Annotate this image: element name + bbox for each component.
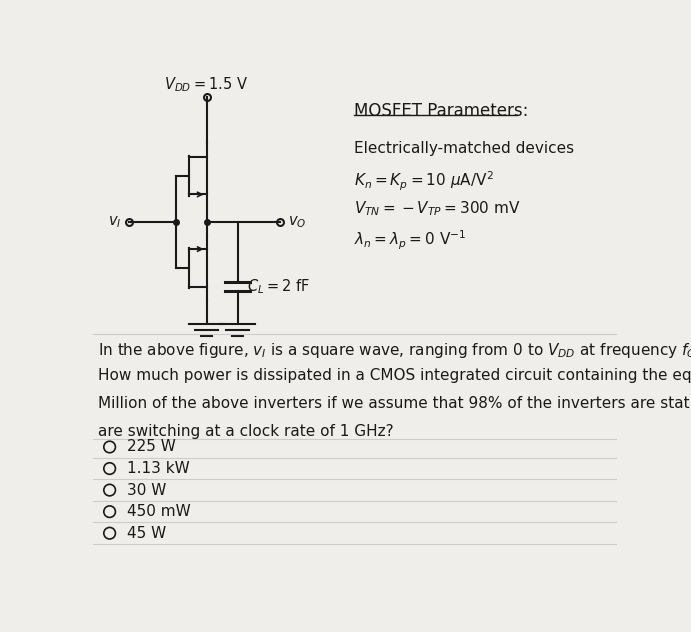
Text: Million of the above inverters if we assume that 98% of the inverters are static: Million of the above inverters if we ass… bbox=[98, 396, 691, 411]
Text: $v_O$: $v_O$ bbox=[288, 214, 306, 229]
Text: MOSFET Parameters:: MOSFET Parameters: bbox=[354, 102, 528, 120]
Text: 45 W: 45 W bbox=[126, 526, 166, 541]
Text: $C_L = 2$ fF: $C_L = 2$ fF bbox=[247, 277, 310, 296]
Text: 1.13 kW: 1.13 kW bbox=[126, 461, 189, 476]
Text: 30 W: 30 W bbox=[126, 483, 166, 497]
Text: Electrically-matched devices: Electrically-matched devices bbox=[354, 140, 574, 155]
Text: How much power is dissipated in a CMOS integrated circuit containing the equival: How much power is dissipated in a CMOS i… bbox=[98, 368, 691, 384]
Text: $\lambda_n = \lambda_p = 0$ V$^{-1}$: $\lambda_n = \lambda_p = 0$ V$^{-1}$ bbox=[354, 228, 466, 252]
Text: $v_I$: $v_I$ bbox=[108, 214, 121, 229]
Text: are switching at a clock rate of 1 GHz?: are switching at a clock rate of 1 GHz? bbox=[98, 424, 394, 439]
Text: $V_{DD} = 1.5$ V: $V_{DD} = 1.5$ V bbox=[164, 75, 248, 94]
Text: 225 W: 225 W bbox=[126, 439, 176, 454]
Text: In the above figure, $v_I$ is a square wave, ranging from 0 to $V_{DD}$ at frequ: In the above figure, $v_I$ is a square w… bbox=[98, 341, 691, 360]
Text: $V_{TN} = -V_{TP} = 300$ mV: $V_{TN} = -V_{TP} = 300$ mV bbox=[354, 199, 520, 218]
Text: 450 mW: 450 mW bbox=[126, 504, 191, 519]
Text: $K_n = K_p = 10\ \mu$A/V$^2$: $K_n = K_p = 10\ \mu$A/V$^2$ bbox=[354, 170, 493, 193]
